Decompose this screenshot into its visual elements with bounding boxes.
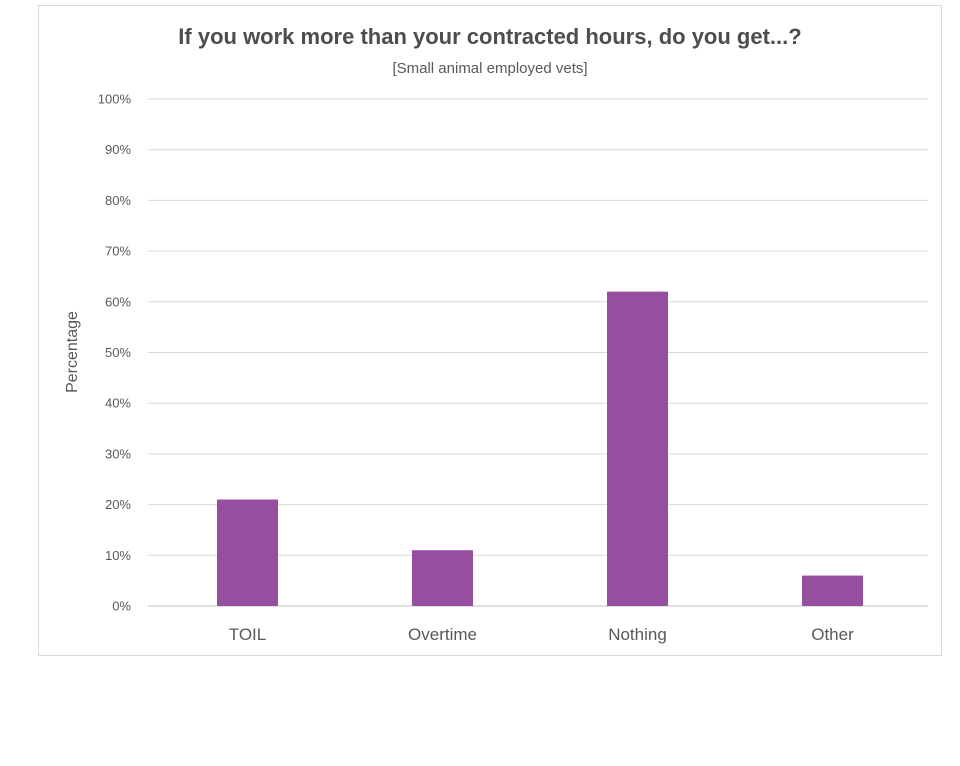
chart-frame bbox=[38, 5, 942, 656]
y-tick-label: 70% bbox=[105, 244, 131, 259]
y-axis-ticks: 0% 10% 20% 30% 40% 50% 60% 70% 80% 90% 100% bbox=[98, 92, 132, 614]
y-tick-label: 0% bbox=[112, 599, 131, 614]
bar-nothing bbox=[607, 291, 668, 606]
bar-toil bbox=[217, 499, 278, 606]
x-tick-label-toil: TOIL bbox=[229, 625, 266, 644]
y-tick-label: 80% bbox=[105, 193, 131, 208]
x-axis-labels: TOIL Overtime Nothing Other bbox=[229, 625, 854, 644]
bar-overtime bbox=[412, 550, 473, 606]
y-tick-label: 30% bbox=[105, 446, 131, 461]
bars bbox=[217, 291, 863, 606]
y-tick-label: 90% bbox=[105, 142, 131, 157]
y-tick-label: 10% bbox=[105, 548, 131, 563]
y-tick-label: 20% bbox=[105, 497, 131, 512]
x-tick-label-overtime: Overtime bbox=[408, 625, 477, 644]
bar-other bbox=[802, 575, 863, 606]
x-tick-label-other: Other bbox=[811, 625, 854, 644]
x-tick-label-nothing: Nothing bbox=[608, 625, 667, 644]
y-tick-label: 50% bbox=[105, 345, 131, 360]
chart-subtitle: [Small animal employed vets] bbox=[392, 60, 587, 77]
y-tick-label: 100% bbox=[98, 92, 132, 107]
y-tick-label: 60% bbox=[105, 294, 131, 309]
y-axis-title: Percentage bbox=[64, 311, 81, 393]
y-tick-label: 40% bbox=[105, 396, 131, 411]
chart-title: If you work more than your contracted ho… bbox=[178, 24, 801, 49]
